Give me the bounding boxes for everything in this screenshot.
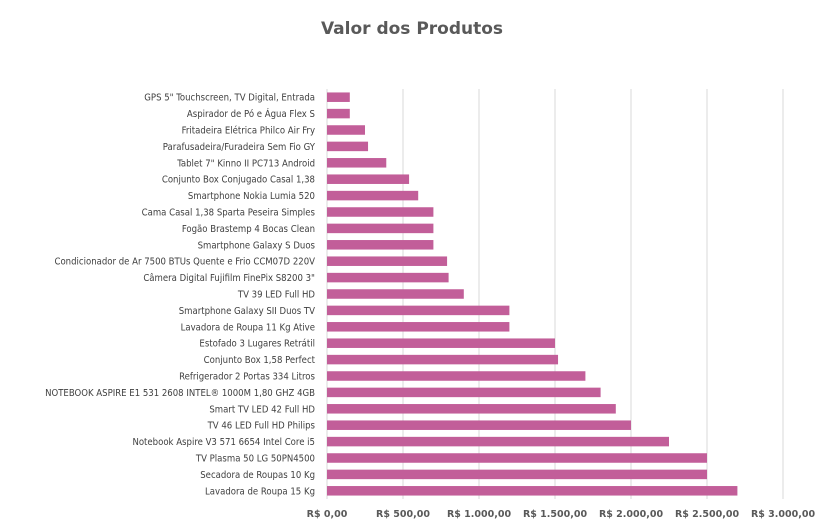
bar [327,108,350,119]
category-label: Fritadeira Elétrica Philco Air Fry [182,126,315,137]
x-tick-label: R$ 2.500,00 [675,509,740,520]
category-label: GPS 5" Touchscreen, TV Digital, Entrada [144,93,315,104]
bars [327,92,738,496]
bar [327,141,369,152]
x-tick-label: R$ 1.500,00 [523,509,588,520]
bar [327,223,434,234]
category-label: Condicionador de Ar 7500 BTUs Quente e F… [54,257,315,268]
bar [327,453,707,463]
category-label: Tablet 7" Kinno II PC713 Android [176,158,315,169]
bar [327,190,419,201]
bar [327,272,449,283]
category-label: Smartphone Galaxy S Duos [198,240,316,251]
bar [327,207,434,217]
bar [327,420,631,430]
bar [327,387,601,398]
category-label: Aspirador de Pó e Água Flex S [187,108,315,120]
bar [327,371,586,381]
category-label: Lavadora de Roupa 11 Kg Ative [181,322,315,333]
x-tick-label: R$ 3.000,00 [751,509,816,520]
bar [327,404,616,414]
category-label: Fogão Brastemp 4 Bocas Clean [182,224,315,235]
bar [327,486,738,496]
category-label: Estofado 3 Lugares Retrátil [199,339,315,350]
x-tick-label: R$ 0,00 [307,509,348,520]
bar [327,158,387,168]
bar [327,354,559,365]
category-label: Smart TV LED 42 Full HD [209,404,315,415]
x-tick-label: R$ 500,00 [376,509,430,520]
category-label: Cama Casal 1,38 Sparta Peseira Simples [142,208,316,219]
x-tick-labels: R$ 0,00 R$ 500,00 R$ 1.000,00 R$ 1.500,00 R$… [307,509,816,520]
category-label: TV 46 LED Full HD Philips [207,421,316,432]
category-label: TV Plasma 50 LG 50PN4500 [195,454,315,465]
bar [327,338,555,348]
category-labels: GPS 5" Touchscreen, TV Digital, Entrada A… [45,93,316,498]
category-label: Conjunto Box 1,58 Perfect [204,355,316,366]
bar [327,322,510,332]
category-label: Secadora de Roupas 10 Kg [200,470,315,481]
x-tick-label: R$ 2.000,00 [599,509,664,520]
category-label: Lavadora de Roupa 15 Kg [205,486,315,497]
bar [327,256,448,266]
bar [327,469,707,480]
bar [327,125,365,135]
bar [327,305,510,316]
category-label: Notebook Aspire V3 571 6654 Intel Core i… [132,437,315,448]
category-label: Parafusadeira/Furadeira Sem Fio GY [163,142,316,153]
bar [327,436,669,447]
bar [327,174,410,184]
category-label: Refrigerador 2 Portas 334 Litros [179,372,315,383]
category-label: Smartphone Nokia Lumia 520 [188,191,315,202]
category-label: Conjunto Box Conjugado Casal 1,38 [162,175,315,186]
bar [327,289,464,299]
x-tick-label: R$ 1.000,00 [447,509,512,520]
category-label: Smartphone Galaxy SII Duos TV [179,306,315,317]
category-label: Câmera Digital Fujifilm FinePix S8200 3" [143,273,315,284]
category-label: TV 39 LED Full HD [237,290,316,301]
bar [327,92,350,102]
chart-title: Valor dos Produtos [320,19,504,39]
category-label: NOTEBOOK ASPIRE E1 531 2608 INTEL® 1000M… [45,388,315,399]
bar [327,240,434,250]
